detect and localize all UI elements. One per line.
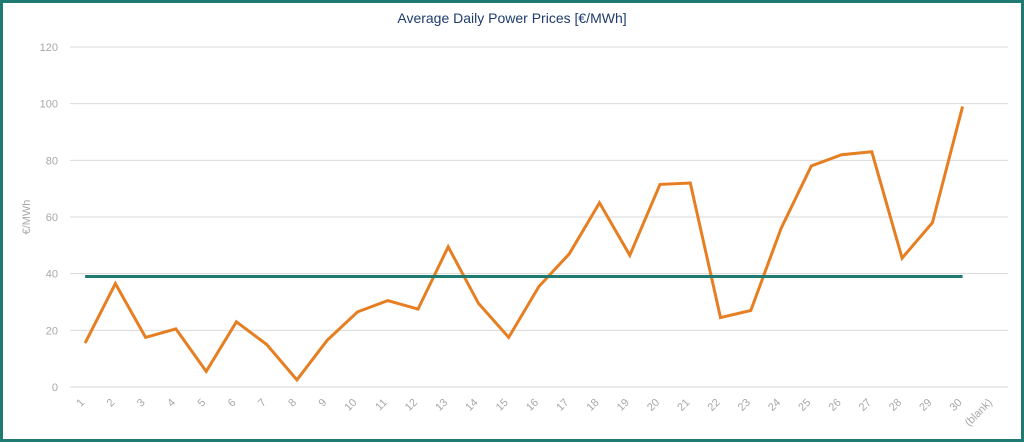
y-tick-label: 80 [46,155,58,167]
y-tick-label: 100 [40,99,58,111]
x-tick-label: 25 [796,397,813,414]
x-tick-label: 24 [766,397,783,414]
x-tick-label: 9 [316,397,329,410]
x-tick-label: 29 [917,397,934,414]
x-tick-label: 11 [373,397,390,414]
x-tick-label: 27 [857,397,874,414]
y-tick-label: 40 [46,269,58,281]
chart-title: Average Daily Power Prices [€/MWh] [397,10,627,26]
y-tick-label: 0 [52,382,58,394]
x-tick-label: 1 [74,397,87,410]
x-axis-ticks: 1 2 3 4 5 6 7 8 9 10 11 12 13 14 15 16 17 18 19 20 21 22 23 24 2… [74,397,995,429]
x-tick-label: 17 [554,397,571,414]
series-line-1 [83,106,965,383]
x-tick-label: 13 [433,397,450,414]
x-tick-label: 15 [494,397,511,414]
x-tick-label: 28 [887,397,904,414]
x-tick-label: 8 [286,397,299,410]
series-group [83,106,965,383]
y-tick-label: 20 [46,325,58,337]
x-tick-label: 30 [948,397,965,414]
x-tick-label: 14 [463,397,480,414]
x-tick-label: 18 [584,397,601,414]
y-tick-label: 60 [46,212,58,224]
x-tick-label: 19 [615,397,632,414]
x-tick-label: 4 [165,397,178,410]
x-tick-label: 21 [675,397,692,414]
x-tick-label: 2 [105,397,118,410]
x-tick-label: 23 [736,397,753,414]
x-tick-label: 6 [226,397,239,410]
x-tick-label: 7 [256,397,269,410]
grid-lines [70,46,1008,388]
x-tick-label: (blank) [963,397,995,429]
x-tick-label: 22 [706,397,723,414]
x-tick-label: 16 [524,397,541,414]
x-tick-label: 3 [135,397,148,410]
y-axis-label: €/MWh [21,200,33,235]
x-tick-label: 10 [342,397,359,414]
y-axis-ticks: 0 20 40 60 80 100 120 [40,42,58,394]
x-tick-label: 20 [645,397,662,414]
x-tick-label: 5 [195,397,208,410]
x-tick-label: 26 [827,397,844,414]
x-tick-label: 12 [403,397,420,414]
y-tick-label: 120 [40,42,58,54]
